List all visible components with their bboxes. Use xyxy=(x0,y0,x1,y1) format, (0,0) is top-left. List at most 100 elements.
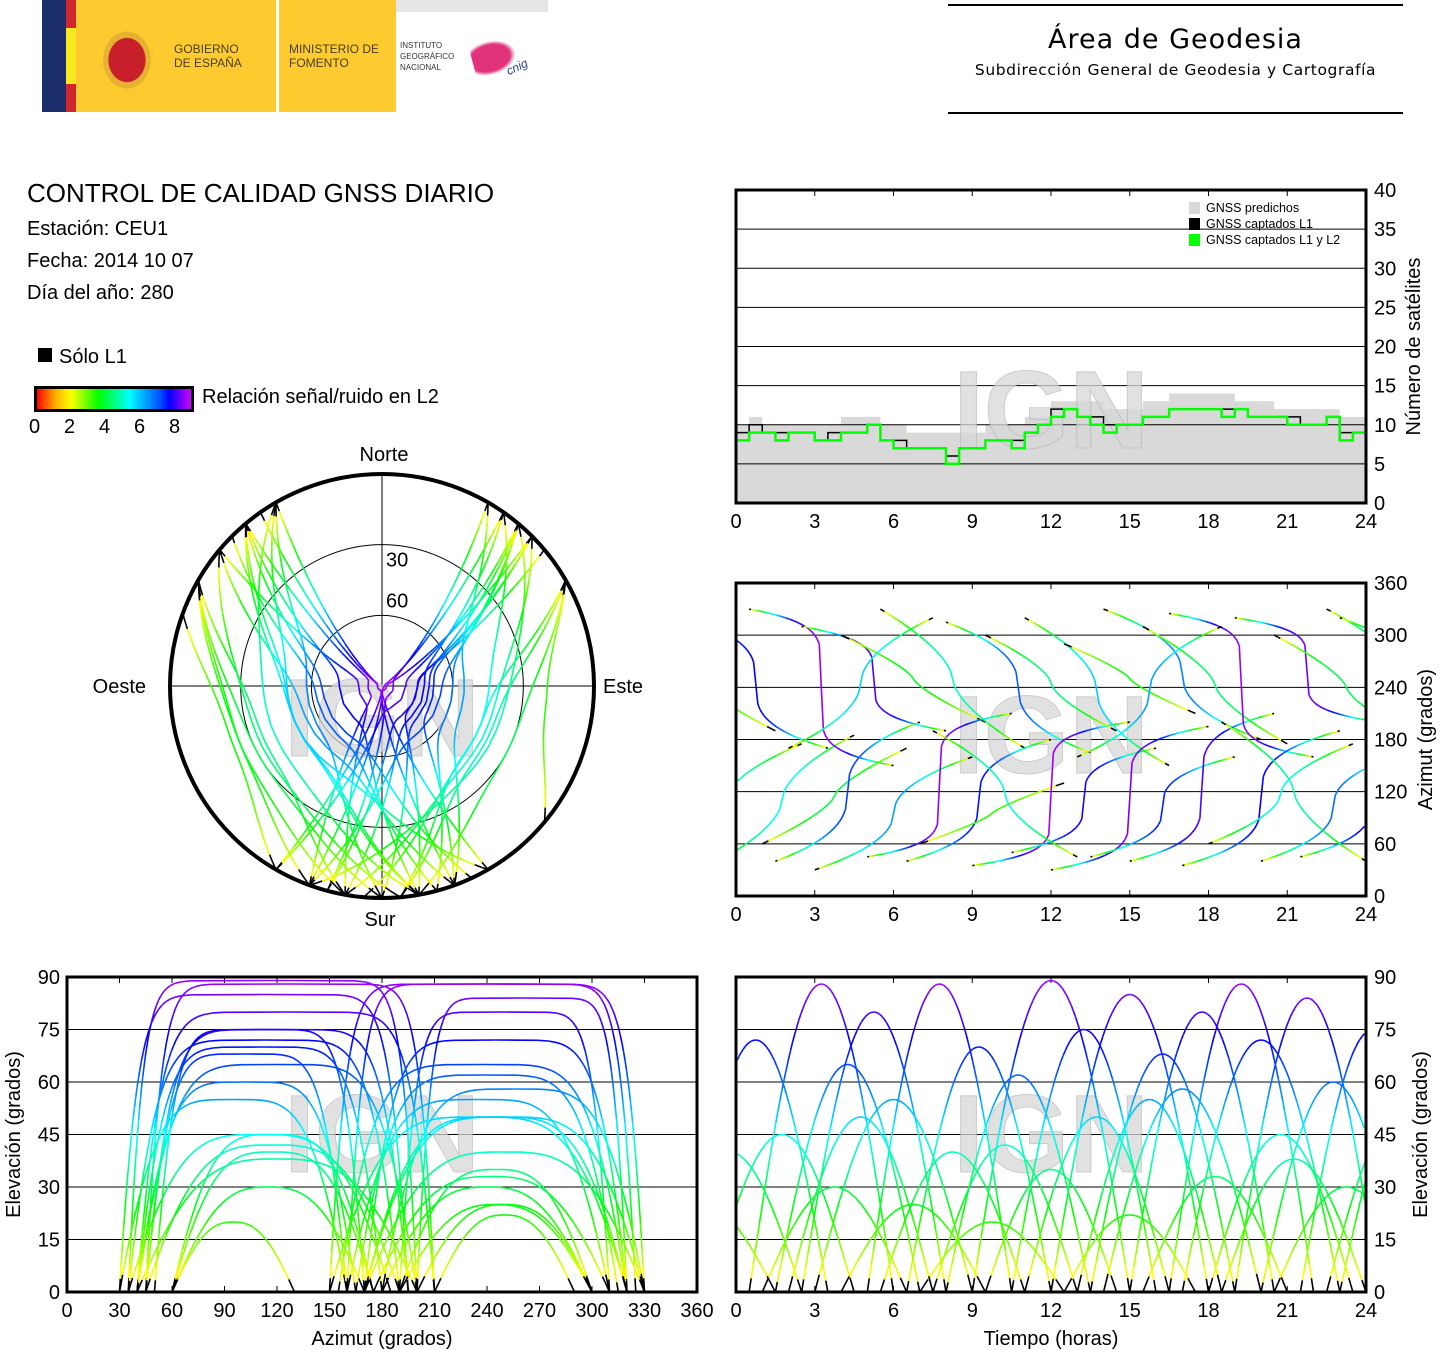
track-segment xyxy=(1160,850,1164,853)
track-segment xyxy=(501,546,508,555)
track-segment xyxy=(918,684,922,688)
track-segment xyxy=(881,832,886,837)
track-segment xyxy=(1239,712,1243,716)
track-segment xyxy=(428,653,433,658)
track-segment xyxy=(281,642,285,648)
track-segment xyxy=(1339,677,1343,682)
track-segment xyxy=(264,533,267,541)
track-segment xyxy=(327,867,332,874)
track-segment xyxy=(1136,716,1140,721)
track-segment xyxy=(334,826,340,836)
track-segment xyxy=(750,838,754,842)
track-segment xyxy=(314,810,321,819)
track-segment xyxy=(1183,651,1187,655)
track-segment xyxy=(829,799,834,803)
track-segment xyxy=(1174,703,1177,707)
y-tick-label: 360 xyxy=(1374,573,1407,595)
track-segment xyxy=(295,806,300,811)
track-segment xyxy=(283,581,291,590)
track-segment xyxy=(556,595,561,602)
track-segment xyxy=(496,574,501,581)
track-segment xyxy=(812,632,816,637)
track-segment xyxy=(434,670,437,674)
track-segment xyxy=(1166,763,1170,767)
track-segment xyxy=(985,815,989,819)
track-segment xyxy=(910,628,914,632)
track-segment xyxy=(1218,759,1221,763)
track-segment xyxy=(1249,734,1253,738)
track-segment xyxy=(754,834,758,838)
track-segment xyxy=(1114,727,1119,731)
track-segment xyxy=(313,861,318,867)
track-segment xyxy=(351,736,357,742)
track-segment xyxy=(883,656,887,659)
track-segment xyxy=(398,669,402,674)
track-segment xyxy=(1056,844,1060,848)
track-segment xyxy=(304,850,309,855)
track-segment xyxy=(1286,641,1289,644)
track-segment xyxy=(258,786,262,791)
track-segment xyxy=(1059,738,1062,741)
track-segment xyxy=(759,762,763,765)
track-segment xyxy=(365,831,370,838)
track-segment xyxy=(790,618,793,622)
track-segment xyxy=(437,646,442,651)
track-segment xyxy=(1135,750,1140,755)
track-segment xyxy=(384,817,389,825)
track-segment xyxy=(271,800,275,805)
x-tick-label: 24 xyxy=(1355,904,1377,926)
track-segment xyxy=(1086,729,1090,732)
track-segment xyxy=(1166,785,1170,790)
track-segment xyxy=(508,586,515,594)
track-segment xyxy=(1272,746,1275,749)
track-segment xyxy=(1233,727,1237,731)
track-segment xyxy=(988,636,992,639)
track-segment xyxy=(357,786,363,791)
track-segment xyxy=(1190,698,1195,702)
track-segment xyxy=(240,681,244,686)
ministerio-text: MINISTERIO DE FOMENTO xyxy=(289,42,380,70)
track-segment xyxy=(506,667,511,673)
track-segment xyxy=(1021,747,1025,750)
track-segment xyxy=(833,719,837,723)
track-segment xyxy=(470,625,475,631)
track-segment xyxy=(533,642,537,648)
track-segment xyxy=(1142,707,1146,713)
track-segment xyxy=(914,632,918,635)
track-segment xyxy=(1078,818,1083,824)
track-segment xyxy=(353,717,358,722)
track-segment xyxy=(221,613,225,619)
track-segment xyxy=(228,644,232,650)
track-segment xyxy=(1200,858,1203,861)
track-segment xyxy=(321,629,327,636)
track-segment xyxy=(786,617,789,620)
track-segment xyxy=(245,551,248,559)
track-segment xyxy=(1124,728,1128,732)
track-segment xyxy=(304,651,308,657)
track-segment xyxy=(1312,836,1316,840)
track-segment xyxy=(1112,728,1116,731)
ring-label: 60 xyxy=(386,590,408,612)
track-segment xyxy=(1023,820,1027,825)
track-segment xyxy=(978,782,982,801)
track-segment xyxy=(386,710,390,715)
track-segment xyxy=(324,718,338,735)
track-segment xyxy=(401,773,407,782)
track-segment xyxy=(1326,847,1330,850)
track-segment xyxy=(310,867,315,877)
track-segment xyxy=(253,807,257,812)
track-segment xyxy=(862,668,866,674)
track-segment xyxy=(1035,664,1039,668)
track-segment xyxy=(860,770,864,774)
track-segment xyxy=(237,708,241,715)
track-segment xyxy=(1088,715,1091,718)
track-segment xyxy=(410,723,414,727)
track-segment xyxy=(272,537,279,547)
track-segment xyxy=(219,707,222,712)
track-segment xyxy=(443,648,448,653)
track-segment xyxy=(455,855,463,861)
track-segment xyxy=(1077,746,1081,750)
track-segment xyxy=(1318,705,1322,709)
track-segment xyxy=(1089,728,1092,731)
track-segment xyxy=(1108,720,1113,724)
